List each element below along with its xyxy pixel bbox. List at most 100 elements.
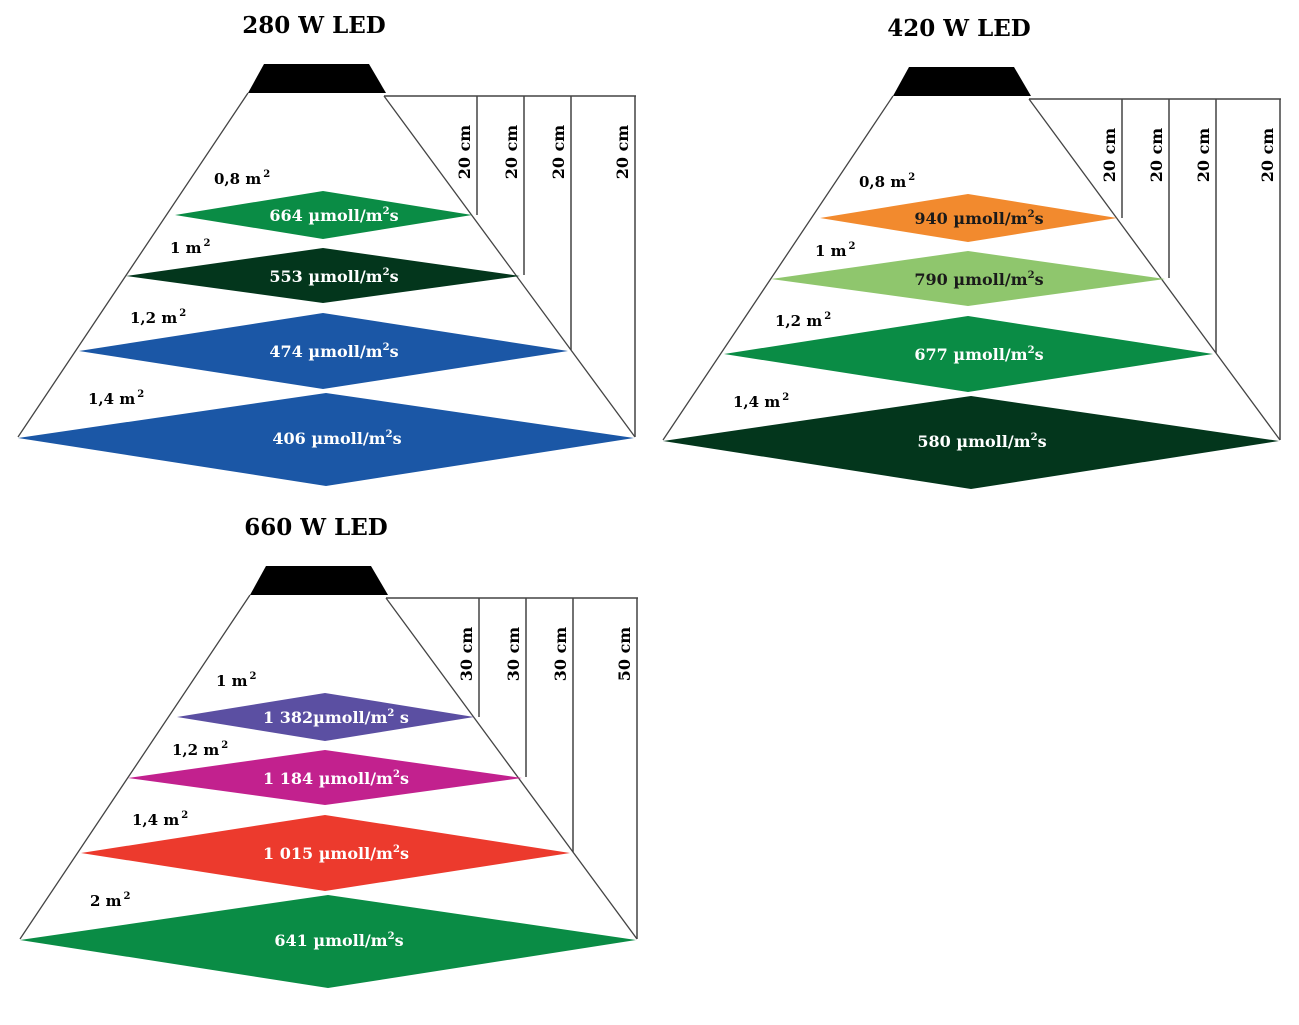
light-cone-left-edge [19,594,251,940]
led-diagram-2: 420 W LED 20 cm 20 cm 20 cm 20 cm 940 µmoll/m… [662,15,1281,489]
area-superscript: 2 [124,891,131,902]
ppfd-value: 1 015 µmoll/m [263,844,393,863]
ppfd-value: 664 µmoll/m [269,206,382,225]
ppfd-superscript: 2 [1031,432,1038,443]
area-superscript: 2 [908,172,915,183]
distance-label: 30 cm [504,627,523,682]
distance-label: 20 cm [1258,128,1277,183]
coverage-diamond-3 [81,815,570,891]
ppfd-label: 1 184 µmoll/m2s [263,769,409,788]
light-cone-left-edge [662,95,894,441]
area-superscript: 2 [824,311,831,322]
ppfd-label: 677 µmoll/m2s [914,345,1043,364]
ppfd-unit-end: s [393,429,402,448]
distance-label: 20 cm [455,125,474,180]
area-superscript: 2 [204,238,211,249]
distance-label: 30 cm [551,627,570,682]
ppfd-superscript: 2 [383,267,390,278]
ppfd-unit-end: s [1035,209,1044,228]
ppfd-label: 553 µmoll/m2s [269,267,398,286]
area-value: 1 m [815,242,847,260]
ppfd-value: 677 µmoll/m [914,345,1027,364]
area-superscript: 2 [181,810,188,821]
led-lamp-icon [893,67,1031,96]
light-cone-right-edge [383,95,636,438]
area-superscript: 2 [137,389,144,400]
coverage-diamond-2 [771,251,1165,306]
ppfd-unit-end: s [1035,345,1044,364]
area-value: 1 m [216,672,248,690]
area-superscript: 2 [179,308,186,319]
ppfd-value: 940 µmoll/m [914,209,1027,228]
ppfd-superscript: 2 [386,429,393,440]
area-value: 2 m [90,892,122,910]
coverage-diamond-2 [126,248,520,303]
ppfd-superscript: 2 [1028,270,1035,281]
coverage-diamond-1 [177,693,474,741]
ppfd-value: 474 µmoll/m [269,342,382,361]
diagram-title: 420 W LED [887,15,1031,42]
distance-label: 20 cm [1100,128,1119,183]
ppfd-unit-end: s [1035,270,1044,289]
ppfd-superscript: 2 [383,206,390,217]
ppfd-unit-end: s [1038,432,1047,451]
diagram-title: 280 W LED [242,12,386,39]
coverage-diamond-4 [663,396,1279,489]
area-value: 1 m [170,239,202,257]
ppfd-unit-end: s [390,342,399,361]
ppfd-label: 580 µmoll/m2s [917,432,1046,451]
coverage-diamond-2 [128,750,522,805]
area-superscript: 2 [782,392,789,403]
ppfd-unit-end: s [394,708,409,727]
coverage-diamond-1 [820,194,1117,242]
distance-label: 20 cm [613,125,632,180]
area-value: 1,4 m [132,811,179,829]
area-value: 1,2 m [130,309,177,327]
light-cone-right-edge [385,597,638,940]
ppfd-unit-end: s [400,844,409,863]
area-value: 1,2 m [775,312,822,330]
ppfd-label: 474 µmoll/m2s [269,342,398,361]
ppfd-value: 553 µmoll/m [269,267,382,286]
ppfd-unit-end: s [395,931,404,950]
distance-label: 30 cm [457,627,476,682]
distance-label: 20 cm [549,125,568,180]
ppfd-value: 1 382µmoll/m [263,708,387,727]
ppfd-label: 641 µmoll/m2s [274,931,403,950]
area-superscript: 2 [263,169,270,180]
area-superscript: 2 [250,671,257,682]
ppfd-value: 406 µmoll/m [272,429,385,448]
coverage-diamond-3 [79,313,568,389]
area-value: 0,8 m [859,173,906,191]
distance-label: 20 cm [1147,128,1166,183]
coverage-diamond-4 [20,895,636,988]
ppfd-superscript: 2 [1028,345,1035,356]
ppfd-label: 940 µmoll/m2s [914,209,1043,228]
led-diagram-3: 660 W LED 30 cm 30 cm 30 cm 50 cm 1 382µmoll/… [19,514,638,988]
ppfd-label: 790 µmoll/m2s [914,270,1043,289]
light-cone-right-edge [1028,98,1281,441]
ppfd-superscript: 2 [387,708,394,719]
light-cone-left-edge [17,92,249,438]
ppfd-label: 664 µmoll/m2s [269,206,398,225]
ppfd-value: 790 µmoll/m [914,270,1027,289]
ppfd-superscript: 2 [1028,209,1035,220]
ppfd-label: 406 µmoll/m2s [272,429,401,448]
diagram-title: 660 W LED [244,514,388,541]
ppfd-superscript: 2 [393,844,400,855]
distance-label: 50 cm [615,627,634,682]
ppfd-label: 1 382µmoll/m2 s [263,708,409,727]
coverage-diamond-3 [724,316,1213,392]
coverage-diamond-4 [18,393,634,486]
distance-label: 20 cm [1194,128,1213,183]
